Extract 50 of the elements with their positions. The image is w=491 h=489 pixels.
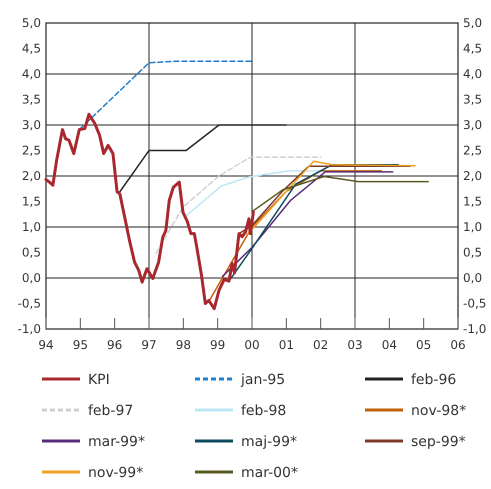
y-tick-label: 3,0	[22, 118, 41, 132]
legend-label: KPI	[88, 372, 110, 388]
y2-tick-label: 1,0	[463, 220, 482, 234]
y2-tick-label: 2,0	[463, 169, 482, 183]
legend-label: feb-98	[241, 403, 286, 419]
y2-tick-label: 1,5	[463, 194, 482, 208]
y2-tick-label: 0,0	[463, 271, 482, 285]
y-tick-label: -1,0	[18, 322, 41, 336]
y-tick-label: 2,0	[22, 169, 41, 183]
legend-label: mar-00*	[241, 465, 298, 481]
y-tick-label: -0,5	[18, 296, 41, 310]
x-tick-label: 02	[313, 338, 328, 352]
y-tick-label: 2,5	[22, 144, 41, 158]
x-tick-label: 04	[382, 338, 397, 352]
y-tick-label: 3,5	[22, 92, 41, 106]
legend-label: feb-96	[411, 372, 456, 388]
legend-label: nov-99*	[88, 465, 144, 481]
x-tick-label: 97	[141, 338, 157, 352]
legend-label: nov-98*	[411, 403, 466, 419]
legend-label: maj-99*	[241, 434, 297, 450]
x-tick-label: 99	[210, 338, 226, 352]
y-tick-label: 0,0	[22, 271, 41, 285]
legend-label: sep-99*	[411, 434, 466, 450]
y2-tick-label: 0,5	[463, 246, 482, 260]
x-tick-label: 95	[72, 338, 88, 352]
legend-label: mar-99*	[88, 434, 145, 450]
x-tick-label: 06	[450, 338, 466, 352]
legend-label: feb-97	[88, 403, 134, 419]
x-tick-label: 98	[176, 338, 191, 352]
y2-tick-label: 4,0	[463, 67, 482, 81]
x-tick-label: 94	[38, 338, 54, 352]
y-tick-label: 1,5	[22, 194, 41, 208]
y2-tick-label: 5,0	[463, 16, 482, 30]
y-tick-label: 0,5	[22, 246, 41, 260]
x-tick-label: 03	[347, 338, 363, 352]
y2-tick-label: 2,5	[463, 144, 482, 158]
y2-tick-label: 4,5	[463, 42, 482, 56]
legend-label: jan-95	[240, 372, 286, 388]
y2-tick-label: -1,0	[463, 322, 486, 336]
y-tick-label: 1,0	[22, 220, 41, 234]
x-tick-label: 00	[244, 338, 260, 352]
y2-tick-label: 3,0	[463, 118, 482, 132]
x-tick-label: 05	[416, 338, 432, 352]
x-tick-label: 01	[278, 338, 294, 352]
y-tick-label: 4,5	[22, 42, 41, 56]
y-tick-label: 4,0	[22, 67, 41, 81]
x-tick-label: 96	[107, 338, 122, 352]
y2-tick-label: -0,5	[463, 296, 486, 310]
y2-tick-label: 3,5	[463, 92, 482, 106]
y-tick-label: 5,0	[22, 16, 41, 30]
